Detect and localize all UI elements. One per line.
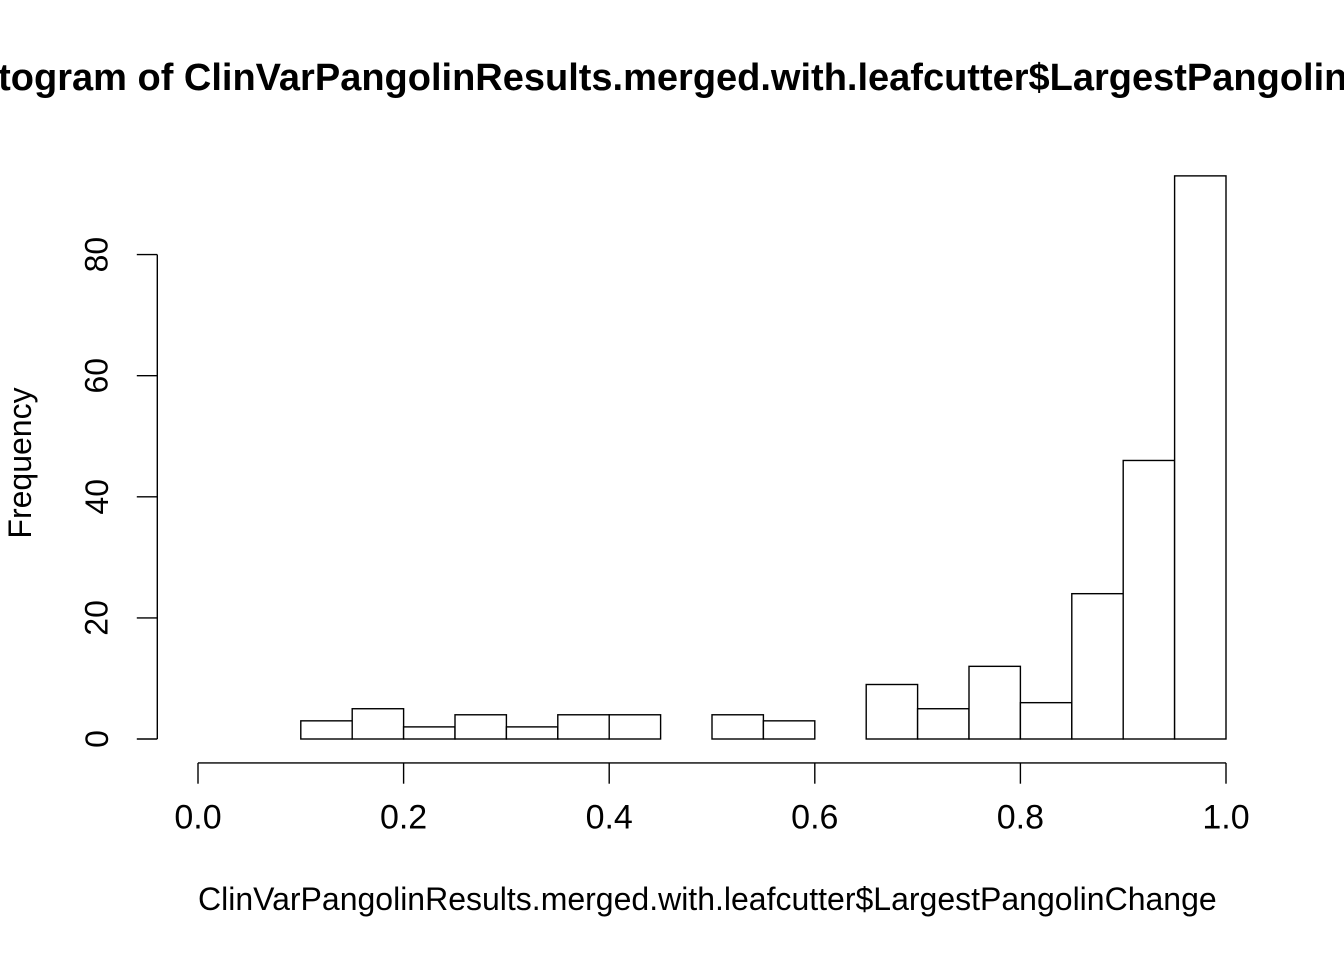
svg-text:ClinVarPangolinResults.merged.: ClinVarPangolinResults.merged.with.leafc… <box>198 881 1217 917</box>
svg-text:80: 80 <box>79 237 115 273</box>
svg-text:0.0: 0.0 <box>174 798 221 836</box>
svg-text:Frequency: Frequency <box>2 387 38 538</box>
svg-text:1.0: 1.0 <box>1202 798 1249 836</box>
svg-text:0: 0 <box>79 730 115 748</box>
svg-text:20: 20 <box>79 600 115 636</box>
svg-text:Histogram of ClinVarPangolinRe: Histogram of ClinVarPangolinResults.merg… <box>0 57 1344 99</box>
svg-text:60: 60 <box>79 358 115 394</box>
svg-text:40: 40 <box>79 479 115 515</box>
svg-text:0.2: 0.2 <box>380 798 427 836</box>
svg-text:0.6: 0.6 <box>791 798 838 836</box>
svg-text:0.8: 0.8 <box>997 798 1044 836</box>
svg-text:0.4: 0.4 <box>586 798 633 836</box>
